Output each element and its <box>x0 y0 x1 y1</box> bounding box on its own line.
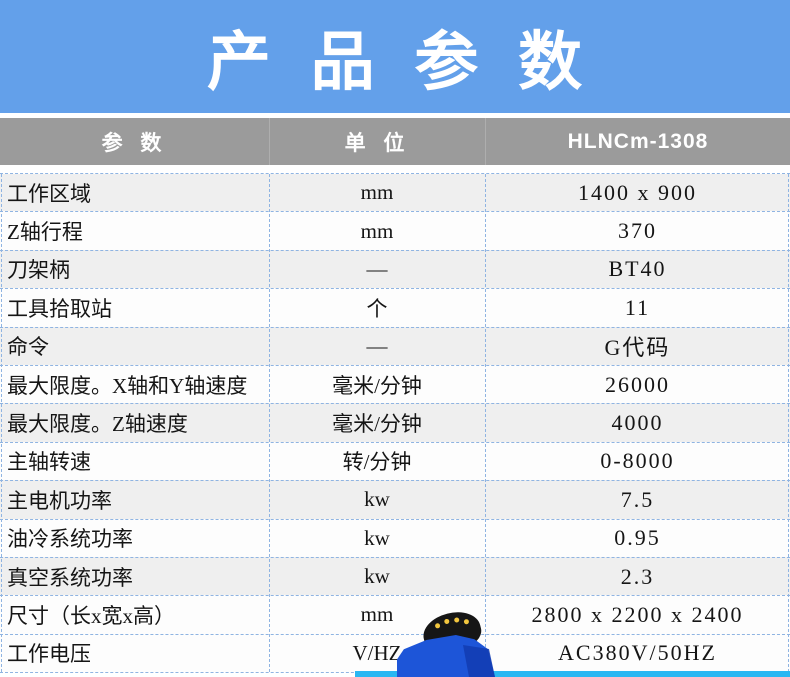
table-row: Z轴行程 mm 370 <box>0 211 790 250</box>
unit-cell: mm <box>360 218 394 243</box>
unit-cell: — <box>366 333 388 358</box>
unit-cell: kw <box>364 487 390 512</box>
unit-cell: kw <box>364 525 390 550</box>
param-cell: 工具拾取站 <box>7 296 112 321</box>
value-cell: 370 <box>618 218 657 244</box>
table-row: 命令 — G代码 <box>0 326 790 365</box>
param-cell: 工作区域 <box>7 181 91 206</box>
param-cell: 命令 <box>7 335 49 360</box>
value-cell: 0.95 <box>614 525 661 551</box>
unit-cell: 转/分钟 <box>342 450 412 475</box>
table-row: 尺寸（长x宽x高） mm 2800 x 2200 x 2400 <box>0 595 790 634</box>
unit-cell: kw <box>364 564 390 589</box>
table-body: 工作区域 mm 1400 x 900 Z轴行程 mm 370 刀架柄 — BT4… <box>0 173 790 673</box>
unit-cell: — <box>366 256 388 281</box>
value-cell: 4000 <box>611 410 664 436</box>
value-cell: 7.5 <box>620 486 655 512</box>
param-cell: 油冷系统功率 <box>7 527 133 552</box>
param-cell: 主轴转速 <box>7 450 91 475</box>
table-row: 刀架柄 — BT40 <box>0 249 790 289</box>
page-title: 产 品 参 数 <box>206 25 594 98</box>
indicator-dot <box>453 616 460 624</box>
param-cell: 尺寸（长x宽x高） <box>7 603 175 628</box>
table-header-row: 参 数 单 位 HLNCm-1308 <box>0 118 790 165</box>
indicator-dot <box>434 622 441 629</box>
cnc-machine-photo-icon <box>397 606 495 677</box>
param-cell: 刀架柄 <box>7 258 70 283</box>
unit-cell: mm <box>360 180 394 205</box>
value-cell: AC380V/50HZ <box>558 640 717 666</box>
value-cell: G代码 <box>604 335 671 361</box>
table-row: 工具拾取站 个 11 <box>0 288 790 327</box>
header-cell-model: HLNCm-1308 <box>485 118 790 165</box>
param-cell: 最大限度。X轴和Y轴速度 <box>7 373 248 398</box>
next-section-strip <box>355 671 790 677</box>
value-cell: 26000 <box>605 371 670 397</box>
param-cell: 工作电压 <box>7 642 91 667</box>
indicator-dot <box>443 618 450 625</box>
unit-cell: V/HZ <box>352 640 402 665</box>
value-cell: 2.3 <box>620 563 655 589</box>
value-cell: BT40 <box>608 256 667 282</box>
table-row: 工作电压 V/HZ AC380V/50HZ <box>0 633 790 673</box>
table-row: 主电机功率 kw 7.5 <box>0 480 790 519</box>
table-row: 最大限度。X轴和Y轴速度 毫米/分钟 26000 <box>0 364 790 404</box>
indicator-dot <box>463 618 470 625</box>
value-cell: 0-8000 <box>600 448 675 474</box>
table-row: 真空系统功率 kw 2.3 <box>0 556 790 596</box>
table-row: 最大限度。Z轴速度 毫米/分钟 4000 <box>0 403 790 442</box>
table-row: 工作区域 mm 1400 x 900 <box>0 174 790 212</box>
param-cell: 真空系统功率 <box>7 565 133 590</box>
value-cell: 2800 x 2200 x 2400 <box>531 601 744 627</box>
header-cell-unit: 单 位 <box>269 118 485 165</box>
banner: 产 品 参 数 <box>0 0 790 113</box>
value-cell: 11 <box>624 294 651 320</box>
param-cell: Z轴行程 <box>7 220 83 245</box>
unit-cell: 个 <box>366 296 388 321</box>
table-row: 油冷系统功率 kw 0.95 <box>0 518 790 557</box>
value-cell: 1400 x 900 <box>578 179 697 205</box>
param-cell: 主电机功率 <box>7 488 112 513</box>
unit-cell: 毫米/分钟 <box>332 373 422 398</box>
header-cell-param: 参 数 <box>101 131 168 155</box>
unit-cell: mm <box>360 602 394 627</box>
unit-cell: 毫米/分钟 <box>332 412 422 437</box>
table-row: 主轴转速 转/分钟 0-8000 <box>0 441 790 481</box>
param-cell: 最大限度。Z轴速度 <box>7 412 188 437</box>
